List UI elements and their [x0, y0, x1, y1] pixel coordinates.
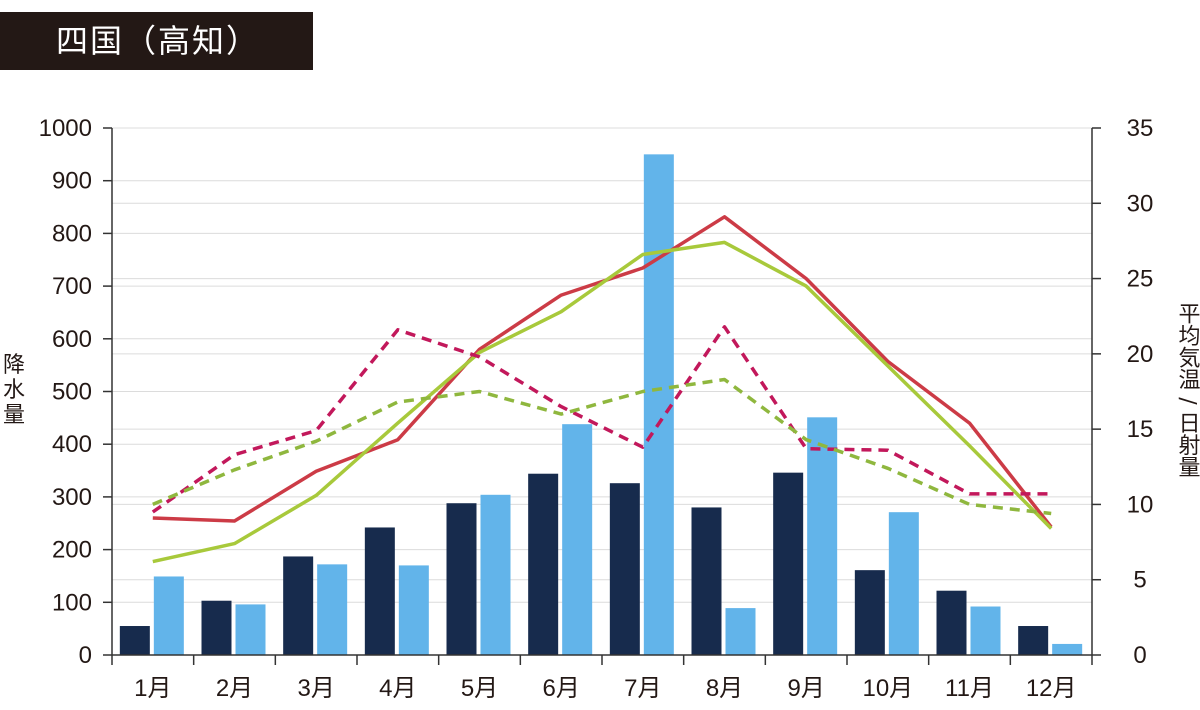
right-tick-label: 5 — [1133, 567, 1146, 594]
bar — [643, 154, 674, 655]
x-tick-label: 4月 — [379, 675, 416, 702]
left-axis-title: 降水量 — [3, 353, 25, 428]
bar — [480, 494, 511, 655]
tick-labels: 0 100 200 300 400 500 600 700 800 900 1000 0 5 10 15 20… — [39, 115, 1154, 702]
bar — [691, 507, 722, 655]
x-tick-label: 5月 — [461, 675, 498, 702]
bars — [119, 154, 1083, 655]
right-axis-title: 平均気温 / 日射量 — [1175, 302, 1200, 477]
bar — [398, 565, 429, 655]
left-tick-label: 600 — [52, 326, 92, 353]
right-tick-label: 15 — [1127, 416, 1154, 443]
left-tick-label: 500 — [52, 379, 92, 406]
lines — [151, 215, 1053, 564]
left-tick-label: 300 — [52, 484, 92, 511]
x-tick-label: 12月 — [1026, 675, 1077, 702]
bar — [1018, 626, 1049, 655]
left-tick-label: 900 — [52, 168, 92, 195]
right-tick-label: 25 — [1127, 266, 1154, 293]
bar — [528, 473, 559, 655]
bar — [970, 606, 1001, 655]
bar — [807, 417, 838, 655]
bar — [888, 512, 919, 655]
right-tick-label: 10 — [1127, 491, 1154, 518]
right-tick-label: 30 — [1127, 190, 1154, 217]
x-tick-label: 9月 — [787, 675, 824, 702]
left-tick-label: 0 — [79, 642, 92, 669]
bar — [364, 527, 395, 655]
series-line — [152, 240, 1053, 564]
left-tick-label: 700 — [52, 273, 92, 300]
x-tick-label: 8月 — [706, 675, 743, 702]
left-tick-label: 200 — [52, 537, 92, 564]
left-tick-label: 800 — [52, 220, 92, 247]
gridlines — [112, 127, 1092, 603]
series-line — [152, 377, 1052, 516]
bar — [201, 600, 232, 655]
bar — [725, 608, 756, 655]
x-tick-label: 2月 — [216, 675, 253, 702]
bar — [609, 483, 640, 655]
x-tick-label: 10月 — [862, 675, 913, 702]
x-tick-label: 11月 — [945, 675, 994, 702]
bar — [854, 570, 885, 655]
right-tick-label: 20 — [1127, 341, 1154, 368]
bar — [773, 472, 804, 655]
bar — [153, 576, 184, 655]
left-tick-label: 100 — [52, 589, 92, 616]
bar — [119, 626, 150, 655]
x-tick-label: 6月 — [542, 675, 579, 702]
series-line — [151, 325, 1052, 514]
bar — [317, 564, 348, 655]
left-tick-label: 400 — [52, 431, 92, 458]
axis-titles: 降水量 平均気温 / 日射量 — [3, 302, 1200, 477]
left-tick-label: 1000 — [39, 115, 92, 142]
bar — [446, 503, 477, 655]
x-tick-label: 3月 — [297, 675, 334, 702]
right-tick-label: 0 — [1133, 642, 1146, 669]
chart-title: 四国（高知） — [56, 22, 261, 60]
bar — [562, 424, 593, 655]
x-tick-label: 7月 — [624, 675, 661, 702]
axes — [103, 127, 1101, 665]
right-tick-label: 35 — [1127, 115, 1154, 142]
bar — [936, 590, 967, 655]
chart-title-box: 四国（高知） — [0, 12, 313, 70]
bar — [1052, 643, 1083, 655]
bar — [235, 604, 266, 655]
bar — [283, 556, 314, 655]
x-tick-label: 1月 — [134, 675, 171, 702]
